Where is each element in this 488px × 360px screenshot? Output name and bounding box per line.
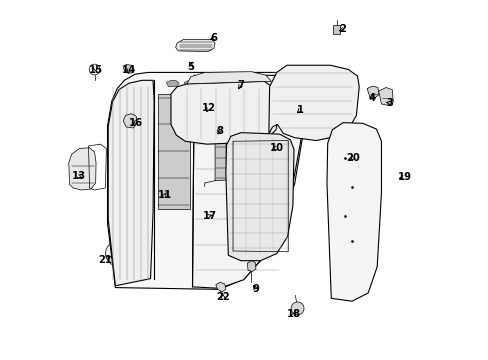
Text: 10: 10: [269, 143, 283, 153]
Polygon shape: [378, 87, 392, 105]
Polygon shape: [187, 72, 271, 84]
Text: 3: 3: [386, 98, 393, 108]
Text: 8: 8: [216, 126, 223, 135]
Polygon shape: [108, 80, 154, 286]
Polygon shape: [366, 86, 378, 98]
Bar: [333, 25, 339, 34]
Text: 20: 20: [346, 153, 359, 163]
Text: 7: 7: [237, 80, 244, 90]
Text: 21: 21: [99, 255, 113, 265]
Polygon shape: [166, 80, 179, 87]
Ellipse shape: [105, 240, 136, 267]
Text: 2: 2: [339, 24, 346, 35]
Polygon shape: [215, 133, 226, 181]
Text: 19: 19: [397, 172, 410, 182]
Text: 15: 15: [88, 64, 102, 75]
Text: 17: 17: [202, 211, 216, 221]
Polygon shape: [247, 261, 255, 271]
Text: 5: 5: [187, 62, 194, 72]
Text: 6: 6: [210, 33, 217, 43]
Polygon shape: [215, 282, 225, 292]
Polygon shape: [69, 148, 96, 190]
Polygon shape: [171, 81, 278, 144]
Text: 16: 16: [128, 118, 142, 128]
Text: 13: 13: [72, 171, 86, 181]
Text: 22: 22: [216, 292, 229, 302]
Circle shape: [260, 148, 270, 158]
Polygon shape: [107, 72, 303, 289]
Polygon shape: [268, 65, 359, 140]
Text: 12: 12: [201, 103, 215, 113]
Text: 9: 9: [252, 284, 259, 294]
Polygon shape: [123, 114, 137, 128]
Text: 1: 1: [296, 105, 303, 115]
Text: 14: 14: [122, 64, 136, 75]
Polygon shape: [192, 75, 301, 288]
Polygon shape: [158, 94, 190, 209]
Circle shape: [290, 302, 304, 315]
Polygon shape: [175, 40, 215, 51]
Text: 11: 11: [158, 190, 172, 200]
Text: 4: 4: [368, 93, 375, 103]
Polygon shape: [225, 133, 293, 261]
Polygon shape: [184, 80, 197, 87]
Text: 18: 18: [286, 310, 301, 319]
Polygon shape: [326, 123, 381, 301]
Polygon shape: [123, 64, 134, 73]
